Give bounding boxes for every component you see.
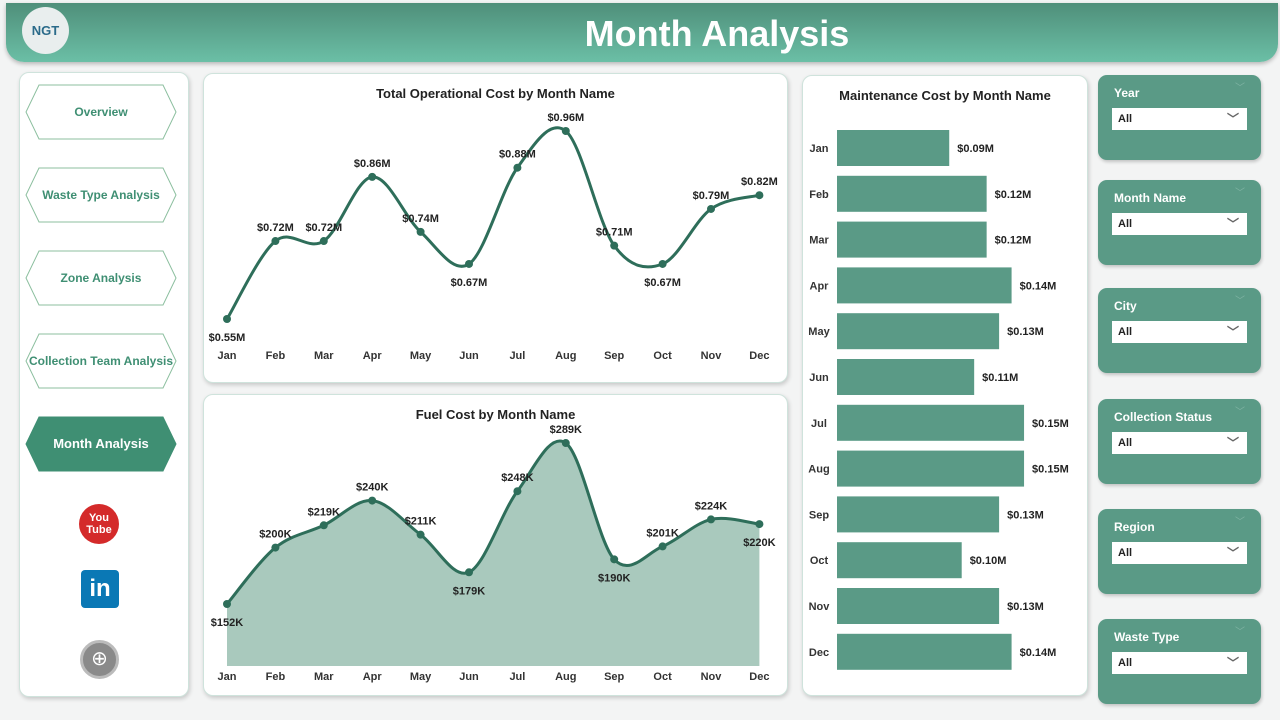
slicer-waste-type: Waste Type ﹀ All ﹀ (1098, 619, 1261, 704)
slicer-label: Waste Type (1114, 630, 1180, 644)
slicer-label: Collection Status (1114, 410, 1213, 424)
nav-label: Zone Analysis (60, 271, 142, 285)
slicer-month-name: Month Name ﹀ All ﹀ (1098, 180, 1261, 265)
header: NGT Month Analysis (6, 3, 1278, 62)
slicer-label: Month Name (1114, 191, 1186, 205)
slicer-value: All (1118, 437, 1133, 449)
nav-hexagon-shape (25, 167, 177, 223)
chart-title: Total Operational Cost by Month Name (376, 86, 615, 101)
chart-title: Maintenance Cost by Month Name (839, 88, 1051, 103)
chevron-down-icon[interactable]: ﹀ (1235, 188, 1245, 199)
youtube-icon[interactable]: You Tube (79, 504, 119, 544)
chevron-down-icon[interactable]: ﹀ (1235, 83, 1245, 94)
slicer-label: Year (1114, 86, 1140, 100)
web-icon[interactable]: ⊕ (80, 640, 119, 679)
slicer-collection-status: Collection Status ﹀ All ﹀ (1098, 399, 1261, 484)
linkedin-icon[interactable]: in (81, 570, 119, 608)
slicer-year: Year ﹀ All ﹀ (1098, 75, 1261, 160)
nav-overview[interactable]: Overview (25, 84, 177, 140)
chevron-down-icon[interactable]: ﹀ (1235, 296, 1245, 307)
slicer-dropdown[interactable]: All ﹀ (1112, 213, 1247, 235)
chevron-down-icon: ﹀ (1226, 112, 1239, 126)
chevron-down-icon: ﹀ (1226, 325, 1239, 339)
slicer-dropdown[interactable]: All ﹀ (1112, 542, 1247, 564)
maintenance-cost-chart: Maintenance Cost by Month Name (802, 75, 1088, 696)
chevron-down-icon[interactable]: ﹀ (1235, 517, 1245, 528)
slicer-dropdown[interactable]: All ﹀ (1112, 321, 1247, 343)
nav-hexagon-shape (25, 84, 177, 140)
slicer-value: All (1118, 657, 1133, 669)
nav-month-analysis[interactable]: Month Analysis (25, 416, 177, 472)
chevron-down-icon: ﹀ (1226, 656, 1239, 670)
nav-hexagon-shape (25, 333, 177, 389)
slicer-value: All (1118, 326, 1133, 338)
nav-label: Overview (74, 105, 128, 119)
chevron-down-icon[interactable]: ﹀ (1235, 407, 1245, 418)
nav-hexagon-shape (25, 416, 177, 472)
slicer-region: Region ﹀ All ﹀ (1098, 509, 1261, 594)
slicer-value: All (1118, 218, 1133, 230)
chevron-down-icon: ﹀ (1226, 217, 1239, 231)
page-title: Month Analysis (584, 13, 850, 54)
logo: NGT (22, 7, 69, 54)
nav-label: Month Analysis (53, 436, 149, 451)
slicer-dropdown[interactable]: All ﹀ (1112, 432, 1247, 454)
slicer-label: Region (1114, 520, 1155, 534)
chevron-down-icon: ﹀ (1226, 546, 1239, 560)
slicer-label: City (1114, 299, 1137, 313)
operational-cost-chart: Total Operational Cost by Month Name (203, 73, 788, 383)
slicer-panel (1095, 72, 1265, 704)
nav-label: Waste Type Analysis (42, 188, 160, 202)
slicer-dropdown[interactable]: All ﹀ (1112, 108, 1247, 130)
fuel-cost-chart: Fuel Cost by Month Name (203, 394, 788, 696)
nav-label: Collection Team Analysis (28, 354, 174, 368)
slicer-value: All (1118, 113, 1133, 125)
chevron-down-icon: ﹀ (1226, 436, 1239, 450)
slicer-value: All (1118, 547, 1133, 559)
chart-title: Fuel Cost by Month Name (415, 407, 576, 422)
slicer-dropdown[interactable]: All ﹀ (1112, 652, 1247, 674)
nav-collection-team-analysis[interactable]: Collection Team Analysis (25, 333, 177, 389)
chevron-down-icon[interactable]: ﹀ (1235, 627, 1245, 638)
nav-hexagon-shape (25, 250, 177, 306)
slicer-city: City ﹀ All ﹀ (1098, 288, 1261, 373)
nav-waste-type-analysis[interactable]: Waste Type Analysis (25, 167, 177, 223)
nav-zone-analysis[interactable]: Zone Analysis (25, 250, 177, 306)
